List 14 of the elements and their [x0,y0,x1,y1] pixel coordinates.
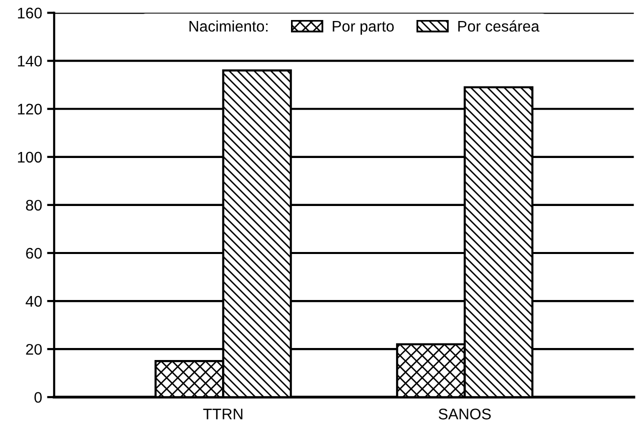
y-tick-label: 100 [18,152,42,163]
x-tick-label: SANOS [438,408,491,420]
y-tick-label: 0 [34,392,42,403]
y-tick-label: 40 [26,296,42,307]
y-tick-label: 20 [26,344,42,355]
legend-title: Nacimiento: [190,20,268,32]
y-tick-label: 140 [18,56,42,67]
y-tick-label: 120 [18,104,42,115]
y-tick-label: 60 [26,248,42,259]
legend-label: Por parto [332,21,394,35]
y-tick-label: 80 [26,200,42,211]
x-tick-label: TTRN [203,408,242,420]
legend-label: Por cesárea [458,20,540,32]
y-tick-label: 160 [18,8,42,18]
